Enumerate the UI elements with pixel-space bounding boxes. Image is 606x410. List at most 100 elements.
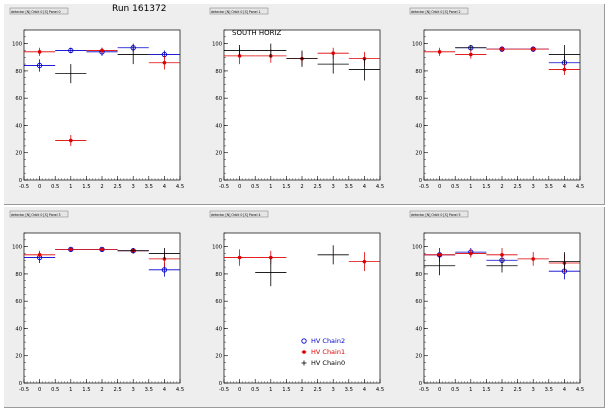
chart-svg: detector [N] Orbit 0 [S] Panel 302040608… [9, 210, 184, 393]
y-tick-label: 60 [215, 96, 222, 102]
chart-svg: detector [N] Orbit 0 [S] Panel 002040608… [9, 7, 184, 190]
pad-title-box [209, 7, 269, 15]
data-point-cross [486, 258, 518, 273]
legend-marker-circle [301, 338, 307, 344]
chart-svg: detector [N] Orbit 0 [S] Panel 102040608… [209, 7, 384, 190]
y-tick-label: 20 [15, 354, 22, 360]
x-tick-label: 3 [532, 387, 535, 393]
star-marker [362, 259, 367, 264]
y-tick-label: 0 [219, 178, 222, 184]
data-point-cross [117, 248, 149, 254]
data-point-cross [317, 54, 349, 74]
x-tick-label: 4 [163, 184, 167, 190]
star-marker [500, 253, 504, 257]
x-tick-label: 0 [238, 387, 241, 393]
x-tick-label: 2.5 [513, 184, 521, 190]
legend-entry: HV Chain1 [301, 348, 345, 356]
plot-frame [23, 232, 181, 384]
y-tick-label: 100 [412, 245, 422, 251]
data-point-star [348, 252, 380, 272]
x-tick-label: 3 [132, 184, 135, 190]
data-point-cross [148, 248, 180, 259]
y-tick-label: 80 [415, 69, 422, 75]
x-tick-label: 3.5 [145, 387, 153, 393]
x-tick-label: 2 [300, 184, 303, 190]
x-tick-label: 1.5 [482, 184, 490, 190]
x-tick-label: 3.5 [545, 184, 553, 190]
y-tick-label: 100 [12, 42, 22, 48]
pad-top-right: detector [N] Orbit 0 [S] Panel 2 0 20 40 60 8… [404, 4, 605, 205]
plot-frame [23, 29, 181, 181]
circle-marker [36, 62, 43, 69]
data-point-star [86, 247, 118, 252]
y-tick-label: 60 [415, 96, 422, 102]
x-tick-label: 3.5 [545, 387, 553, 393]
x-tick-label: 2.5 [513, 387, 521, 393]
pad-title: detector [N] Orbit 0 [S] Panel 4 [211, 213, 261, 217]
x-tick-label: 2 [500, 387, 503, 393]
y-tick-label: 80 [15, 272, 22, 278]
pad-bottom-middle: detector [N] Orbit 0 [S] Panel 4 0 20 40 60 8… [204, 207, 405, 408]
x-tick-label: 2 [100, 387, 103, 393]
x-tick-label: 1 [269, 184, 272, 190]
x-tick-label: -0.5 [419, 387, 429, 393]
x-tick-label: 0.5 [251, 184, 259, 190]
y-tick-label: 80 [415, 272, 422, 278]
x-tick-label: 1.5 [282, 184, 290, 190]
y-tick-label: 60 [415, 299, 422, 305]
x-tick-label: 4.5 [176, 387, 184, 393]
y-tick-label: 0 [219, 381, 222, 387]
pad-top-left: detector [N] Orbit 0 [S] Panel 0 0 20 40 60 8… [4, 4, 205, 205]
pad-title-box [9, 7, 69, 15]
x-tick-label: 1.5 [82, 184, 90, 190]
x-tick-label: 3 [532, 184, 535, 190]
pad-title: detector [N] Orbit 0 [S] Panel 0 [11, 10, 61, 14]
x-tick-label: 3.5 [345, 184, 353, 190]
x-tick-label: 3.5 [345, 387, 353, 393]
data-point-cross [424, 256, 456, 276]
y-tick-label: 40 [15, 123, 22, 129]
y-tick-label: 20 [415, 151, 422, 157]
plot-frame [223, 232, 381, 384]
data-point-cross [224, 45, 256, 56]
x-tick-label: 4.5 [376, 387, 384, 393]
star-marker [37, 50, 42, 54]
data-point-cross [548, 252, 580, 272]
x-tick-label: 2.5 [113, 184, 121, 190]
y-tick-label: 80 [215, 69, 222, 75]
data-point-cross [348, 58, 380, 81]
y-tick-label: 40 [215, 326, 222, 332]
y-tick-label: 20 [415, 354, 422, 360]
legend-label: HV Chain0 [311, 359, 345, 367]
legend: HV Chain2 HV Chain1 HV Chain0 [301, 337, 345, 367]
pad-title: detector [N] Orbit 0 [S] Panel 1 [211, 10, 261, 14]
x-tick-label: 1 [269, 387, 272, 393]
star-marker [469, 52, 473, 57]
x-tick-label: -0.5 [419, 184, 429, 190]
y-tick-label: 100 [412, 42, 422, 48]
star-marker [162, 257, 167, 261]
data-point-star [455, 249, 487, 258]
x-tick-label: 0 [38, 184, 41, 190]
x-tick-label: 1.5 [282, 387, 290, 393]
x-tick-label: 3 [332, 184, 335, 190]
star-marker [531, 257, 535, 261]
data-point-cross [255, 43, 287, 58]
star-marker [437, 253, 442, 257]
data-point-cross [455, 45, 487, 51]
pad-annotation: SOUTH HORIZ [232, 29, 282, 37]
x-tick-label: 4 [363, 184, 367, 190]
star-marker [37, 253, 42, 257]
x-tick-label: 3 [332, 387, 335, 393]
x-tick-label: 0.5 [51, 387, 59, 393]
x-tick-label: 0 [38, 387, 41, 393]
y-tick-label: 0 [419, 178, 422, 184]
x-tick-label: 3 [132, 387, 135, 393]
pad-title-box [409, 7, 469, 15]
x-tick-label: 0.5 [251, 387, 259, 393]
x-tick-label: 1 [469, 387, 472, 393]
star-marker [100, 247, 104, 252]
star-marker [437, 50, 442, 54]
pad-top-middle: detector [N] Orbit 0 [S] Panel 1 0 20 40 60 8… [204, 4, 405, 205]
y-tick-label: 100 [12, 245, 22, 251]
